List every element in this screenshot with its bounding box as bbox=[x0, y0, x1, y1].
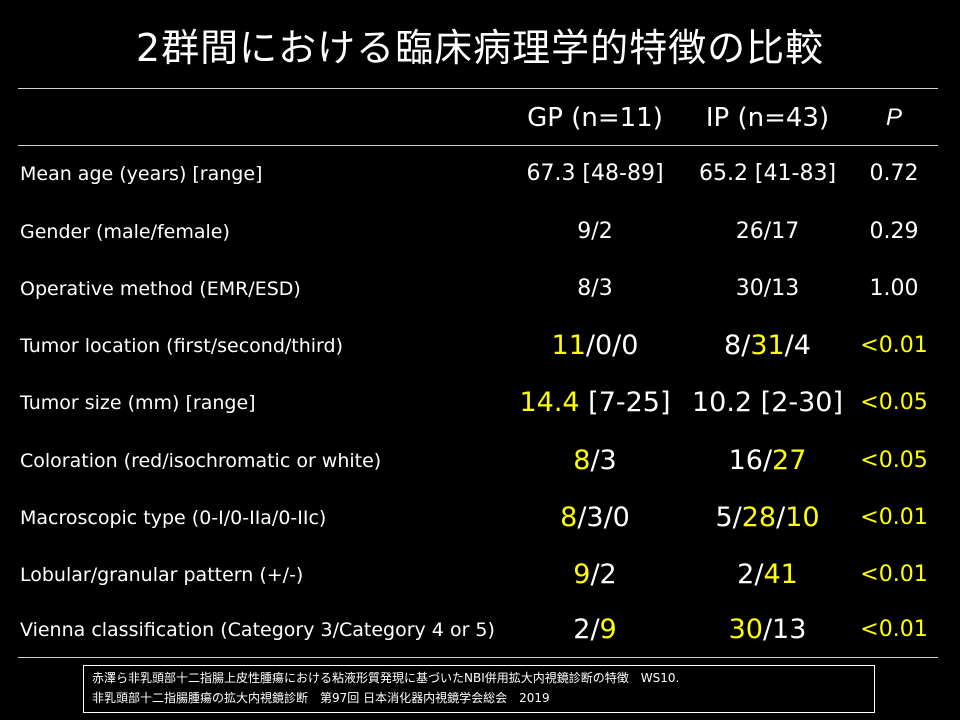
row-label: Tumor size (mm) [range] bbox=[20, 392, 256, 414]
ip-value: 30/13 bbox=[685, 602, 850, 658]
table-row: Tumor location (first/second/third) 11/0/… bbox=[0, 318, 960, 374]
row-label: Vienna classification (Category 3/Catego… bbox=[20, 619, 495, 641]
value-segment: 8 bbox=[573, 445, 591, 476]
value-segment: 67.3 [48-89] bbox=[526, 161, 664, 186]
table-row: Tumor size (mm) [range] 14.4 [7-25] 10.2 [… bbox=[0, 375, 960, 431]
value-segment: 2/ bbox=[573, 614, 600, 645]
gp-value: 11/0/0 bbox=[505, 318, 685, 374]
table-row: Lobular/granular pattern (+/-) 9/2 2/41 <0.… bbox=[0, 547, 960, 603]
ip-value: 65.2 [41-83] bbox=[685, 146, 850, 202]
citation-box: 赤澤ら非乳頭部十二指腸上皮性腫瘍における粘液形質発現に基づいたNBI併用拡大内視… bbox=[83, 665, 875, 713]
citation-line-1: 赤澤ら非乳頭部十二指腸上皮性腫瘍における粘液形質発現に基づいたNBI併用拡大内視… bbox=[92, 671, 680, 685]
value-segment: 16/ bbox=[728, 445, 773, 476]
top-rule bbox=[18, 88, 938, 89]
value-segment: /0/0 bbox=[585, 330, 639, 361]
column-header-ip: IP (n=43) bbox=[705, 103, 830, 133]
ip-value: 10.2 [2-30] bbox=[685, 375, 850, 431]
value-segment: 8/ bbox=[724, 330, 751, 361]
slide-title: 2群間における臨床病理学的特徴の比較 bbox=[135, 26, 825, 70]
row-label: Lobular/granular pattern (+/-) bbox=[20, 564, 304, 586]
row-label: Mean age (years) [range] bbox=[20, 163, 263, 185]
value-segment: 10 bbox=[785, 502, 820, 533]
value-segment: 14.4 bbox=[519, 387, 580, 418]
gp-value: 2/9 bbox=[505, 602, 685, 658]
p-value: <0.01 bbox=[860, 333, 928, 358]
value-segment: 10.2 [2-30] bbox=[691, 387, 844, 418]
ip-value: 26/17 bbox=[685, 204, 850, 260]
gp-value: 9/2 bbox=[505, 547, 685, 603]
table-row: Operative method (EMR/ESD) 8/3 30/13 1.00 bbox=[0, 261, 960, 317]
row-label: Macroscopic type (0-I/0-IIa/0-IIc) bbox=[20, 507, 327, 529]
ip-value: 30/13 bbox=[685, 261, 850, 317]
bottom-rule bbox=[18, 657, 938, 658]
p-value: 1.00 bbox=[869, 276, 919, 301]
table-row: Vienna classification (Category 3/Catego… bbox=[0, 602, 960, 658]
gp-value: 9/2 bbox=[505, 204, 685, 260]
value-segment: 26/17 bbox=[735, 219, 800, 244]
ip-value: 16/27 bbox=[685, 433, 850, 489]
table-row: Coloration (red/isochromatic or white) 8/… bbox=[0, 433, 960, 489]
value-segment: 27 bbox=[772, 445, 807, 476]
gp-value: 14.4 [7-25] bbox=[505, 375, 685, 431]
value-segment: [7-25] bbox=[579, 387, 671, 418]
gp-value: 67.3 [48-89] bbox=[505, 146, 685, 202]
ip-value: 8/31/4 bbox=[685, 318, 850, 374]
value-segment: / bbox=[776, 502, 786, 533]
gp-value: 8/3 bbox=[505, 261, 685, 317]
value-segment: 11 bbox=[551, 330, 586, 361]
gp-value: 8/3 bbox=[505, 433, 685, 489]
p-value: <0.01 bbox=[860, 617, 928, 642]
value-segment: 31 bbox=[750, 330, 785, 361]
value-segment: 9 bbox=[599, 614, 617, 645]
value-segment: 8/3 bbox=[577, 276, 613, 301]
header-rule bbox=[18, 145, 938, 146]
table-row: Mean age (years) [range] 67.3 [48-89] 65.2… bbox=[0, 146, 960, 202]
value-segment: 30/13 bbox=[735, 276, 800, 301]
column-header-p: P bbox=[885, 104, 902, 131]
value-segment: 9/2 bbox=[577, 219, 613, 244]
column-header-gp: GP (n=11) bbox=[527, 103, 663, 133]
value-segment: 9 bbox=[573, 559, 591, 590]
value-segment: 65.2 [41-83] bbox=[698, 161, 837, 186]
p-value: 0.29 bbox=[869, 219, 919, 244]
value-segment: 5/ bbox=[715, 502, 742, 533]
table-row: Gender (male/female) 9/2 26/17 0.29 bbox=[0, 204, 960, 260]
p-value: <0.05 bbox=[860, 390, 928, 415]
p-value: <0.05 bbox=[860, 448, 928, 473]
ip-value: 5/28/10 bbox=[685, 490, 850, 546]
value-segment: 2/ bbox=[737, 559, 764, 590]
value-segment: /3/0 bbox=[577, 502, 630, 533]
row-label: Gender (male/female) bbox=[20, 221, 230, 243]
value-segment: /13 bbox=[762, 614, 807, 645]
row-label: Tumor location (first/second/third) bbox=[20, 335, 343, 357]
row-label: Coloration (red/isochromatic or white) bbox=[20, 450, 382, 472]
value-segment: 28 bbox=[741, 502, 777, 533]
value-segment: /4 bbox=[784, 330, 811, 361]
p-value: 0.72 bbox=[869, 161, 919, 186]
value-segment: 30 bbox=[728, 614, 763, 645]
ip-value: 2/41 bbox=[685, 547, 850, 603]
p-value: <0.01 bbox=[860, 505, 928, 530]
citation-line-2: 非乳頭部十二指腸腫瘍の拡大内視鏡診断 第97回 日本消化器内視鏡学会総会 201… bbox=[92, 691, 550, 705]
p-value: <0.01 bbox=[860, 562, 928, 587]
value-segment: /2 bbox=[590, 559, 617, 590]
value-segment: /3 bbox=[590, 445, 617, 476]
gp-value: 8/3/0 bbox=[505, 490, 685, 546]
row-label: Operative method (EMR/ESD) bbox=[20, 278, 301, 300]
value-segment: 8 bbox=[560, 502, 578, 533]
value-segment: 41 bbox=[763, 559, 798, 590]
table-row: Macroscopic type (0-I/0-IIa/0-IIc) 8/3/0 5… bbox=[0, 490, 960, 546]
